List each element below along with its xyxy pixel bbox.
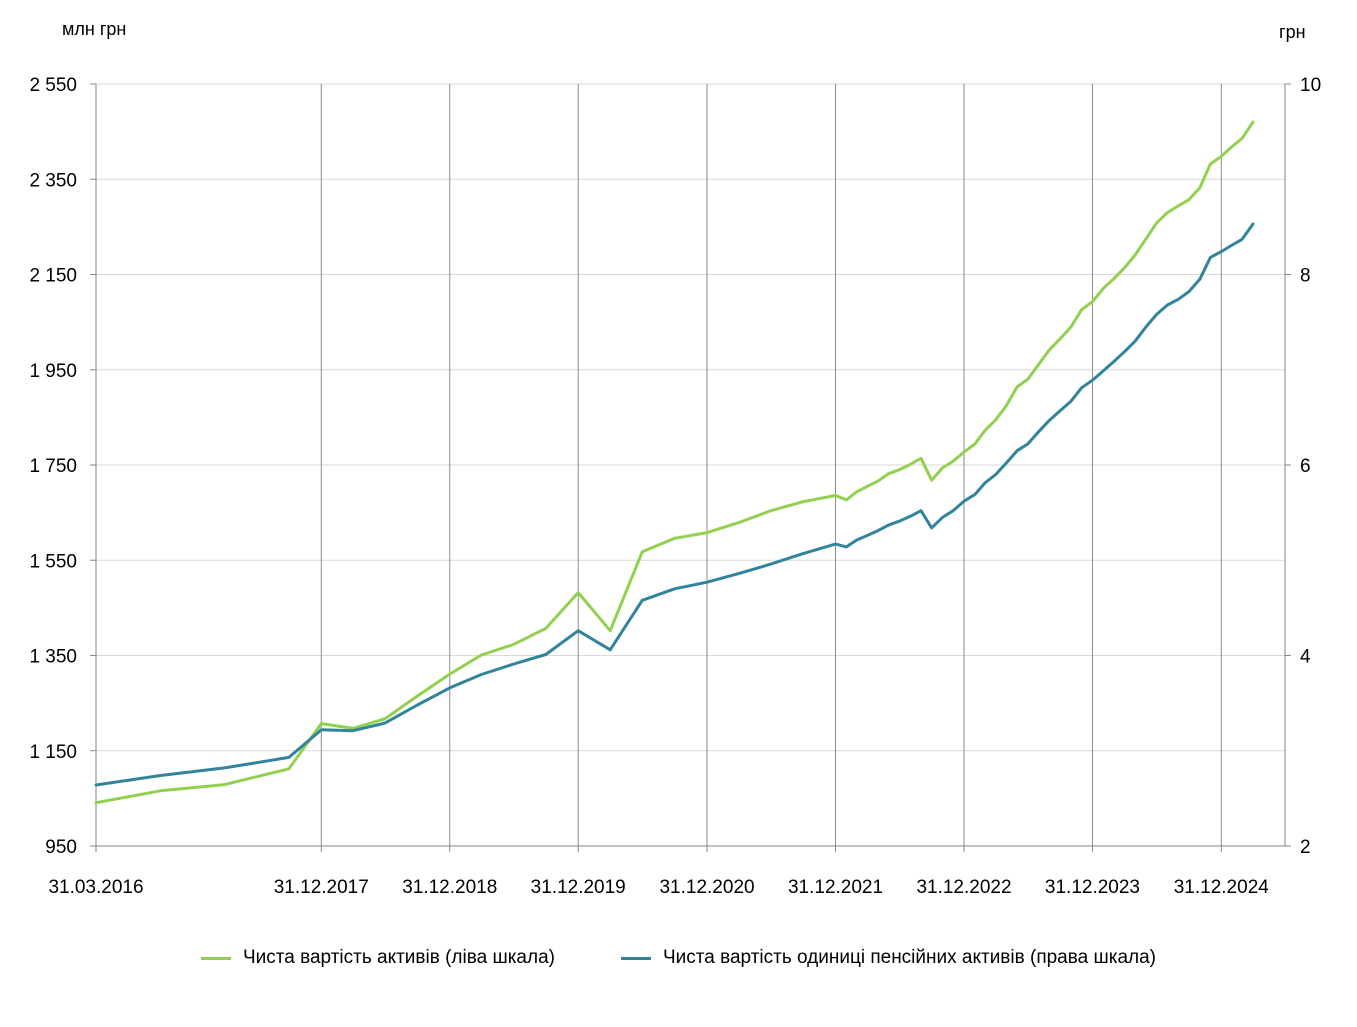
left-tick-label: 1 150 xyxy=(29,742,77,763)
horizontal-gridlines xyxy=(96,83,1285,752)
legend-label-unit-value: Чиста вартість одиниці пенсійних активів… xyxy=(662,947,1156,968)
series-line-unit-value xyxy=(94,222,1255,787)
right-tick-label: 10 xyxy=(1300,75,1321,96)
x-tick-label: 31.12.2018 xyxy=(402,877,497,898)
x-tick-label: 31.12.2017 xyxy=(274,877,369,898)
left-tick-label: 1 950 xyxy=(29,361,77,382)
x-tick-label: 31.12.2023 xyxy=(1045,877,1140,898)
axes xyxy=(90,83,1291,852)
x-tick-label: 31.12.2020 xyxy=(659,877,754,898)
left-tick-label: 2 350 xyxy=(29,170,77,191)
x-tick-label: 31.12.2019 xyxy=(531,877,626,898)
legend: Чиста вартість активів (ліва шкала) Чист… xyxy=(0,947,1357,969)
legend-label-net-assets: Чиста вартість активів (ліва шкала) xyxy=(242,947,555,968)
vertical-gridlines xyxy=(320,84,1222,846)
legend-item-unit-value: Чиста вартість одиниці пенсійних активів… xyxy=(620,947,1156,969)
right-axis-ticks: 2 4 6 8 10 xyxy=(1300,75,1321,858)
left-axis-ticks: 950 1 150 1 350 1 550 1 750 1 950 2 150 2 350 2 … xyxy=(29,75,77,858)
right-tick-label: 8 xyxy=(1300,266,1311,287)
right-tick-label: 6 xyxy=(1300,456,1311,477)
right-tick-label: 4 xyxy=(1300,647,1311,668)
left-tick-label: 950 xyxy=(45,837,77,858)
left-tick-label: 1 350 xyxy=(29,647,77,668)
legend-item-net-assets: Чиста вартість активів (ліва шкала) xyxy=(200,947,555,969)
left-tick-label: 1 550 xyxy=(29,551,77,572)
series-lines xyxy=(94,120,1255,805)
x-axis-ticks: 31.03.2016 31.12.2017 31.12.2018 31.12.2019… xyxy=(48,877,1269,898)
left-tick-label: 2 550 xyxy=(29,75,77,96)
right-tick-label: 2 xyxy=(1300,837,1311,858)
x-tick-label: 31.12.2022 xyxy=(916,877,1011,898)
left-tick-label: 1 750 xyxy=(29,456,77,477)
x-tick-label: 31.12.2024 xyxy=(1174,877,1270,898)
right-axis-unit: грн xyxy=(1279,22,1306,42)
x-tick-label: 31.12.2021 xyxy=(788,877,883,898)
legend-swatch-unit-value xyxy=(620,956,651,960)
left-tick-label: 2 150 xyxy=(29,266,77,287)
x-tick-label: 31.03.2016 xyxy=(48,877,143,898)
series-line-net-assets xyxy=(94,120,1255,805)
legend-swatch-net-assets xyxy=(200,956,231,960)
left-axis-unit: млн грн xyxy=(62,19,126,39)
